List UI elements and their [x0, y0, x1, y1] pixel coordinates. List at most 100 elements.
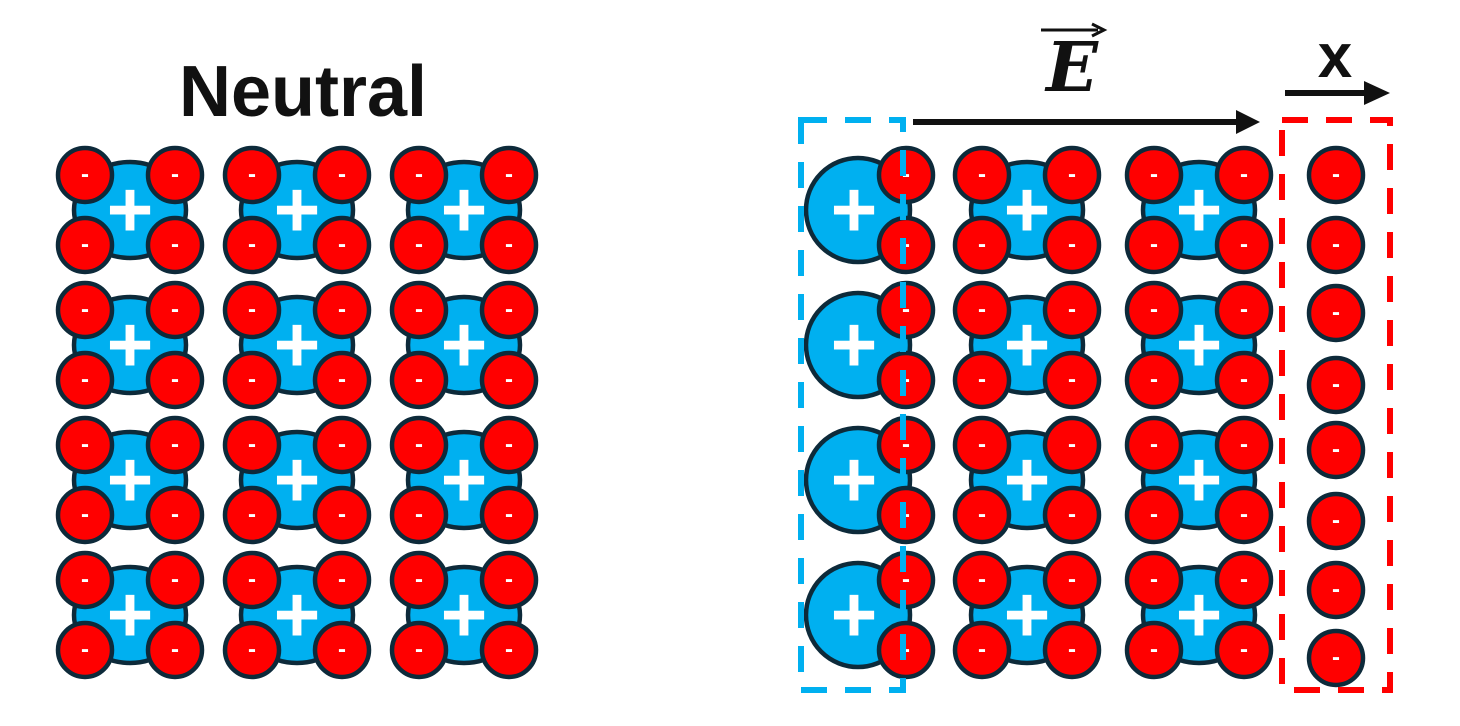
neutral-atom: +- - - - [952, 550, 1102, 680]
electron: - [1214, 280, 1274, 340]
minus-sign: - [415, 431, 423, 458]
electron: - [145, 145, 205, 205]
electron: - [55, 415, 115, 475]
neutral-atom: +- - - - [1124, 145, 1274, 275]
electron: - [1042, 415, 1102, 475]
electron-body [1306, 355, 1366, 415]
plus-sign: + [441, 300, 488, 389]
minus-sign: - [1240, 566, 1248, 593]
minus-sign: - [1332, 299, 1340, 326]
electron: - [312, 485, 372, 545]
electron-body [952, 415, 1012, 475]
neutral-atom: +- - - - [222, 280, 372, 410]
minus-sign: - [1332, 507, 1340, 534]
minus-sign: - [415, 636, 423, 663]
electron: - [55, 620, 115, 680]
minus-sign: - [1150, 566, 1158, 593]
neutral-atom: +- - - - [389, 415, 539, 545]
electron: - [222, 280, 282, 340]
minus-sign: - [902, 296, 910, 323]
electron-body [145, 485, 205, 545]
electron-body [312, 620, 372, 680]
electron: - [1124, 350, 1184, 410]
electron: - [312, 550, 372, 610]
plus-sign: + [1176, 570, 1223, 659]
electron-body [55, 215, 115, 275]
minus-sign: - [338, 161, 346, 188]
plus-sign: + [1176, 300, 1223, 389]
electron: - [55, 350, 115, 410]
electron-body [389, 550, 449, 610]
electron-body [1124, 415, 1184, 475]
electron: - [1124, 145, 1184, 205]
electron: - [55, 485, 115, 545]
neutral-atom: +- - - - [952, 145, 1102, 275]
electron: - [1214, 485, 1274, 545]
minus-sign: - [1068, 431, 1076, 458]
plus-sign: + [831, 435, 878, 524]
electron-body [952, 620, 1012, 680]
electron-body [222, 350, 282, 410]
electron: - [145, 485, 205, 545]
electron: - [1306, 215, 1366, 275]
minus-sign: - [338, 366, 346, 393]
minus-sign: - [1150, 296, 1158, 323]
minus-sign: - [1150, 501, 1158, 528]
electron-body [55, 620, 115, 680]
vector-bar-tip [1091, 22, 1108, 38]
minus-sign: - [505, 161, 513, 188]
electron-body [55, 485, 115, 545]
electron: - [1124, 215, 1184, 275]
electric-field-label: E [1046, 28, 1098, 108]
neutral-atom: +- - - - [55, 550, 205, 680]
minus-sign: - [171, 231, 179, 258]
overlay-layer [798, 22, 1393, 693]
minus-sign: - [902, 431, 910, 458]
electron-body [1042, 485, 1102, 545]
minus-sign: - [978, 636, 986, 663]
electron-body [389, 485, 449, 545]
electron: - [1306, 420, 1366, 480]
minus-sign: - [1332, 161, 1340, 188]
neutral-atom: +- - - - [952, 280, 1102, 410]
electron: - [1042, 350, 1102, 410]
electron-body [952, 350, 1012, 410]
electron-body [222, 415, 282, 475]
electron: - [1306, 628, 1366, 688]
minus-sign: - [1068, 501, 1076, 528]
electron: - [312, 145, 372, 205]
electron-body [952, 280, 1012, 340]
minus-sign: - [171, 161, 179, 188]
electron: - [312, 620, 372, 680]
minus-sign: - [1332, 371, 1340, 398]
electron: - [952, 550, 1012, 610]
electron-body [1042, 215, 1102, 275]
electron: - [145, 280, 205, 340]
minus-sign: - [1068, 566, 1076, 593]
neutral-lattice: +- -- - +- -- - +- -- -+- -- - +- -- - +- -- -+- -- - +- -- -… [55, 145, 539, 680]
electron-body [952, 485, 1012, 545]
neutral-atom: +- - - - [389, 145, 539, 275]
minus-sign: - [505, 296, 513, 323]
minus-sign: - [1068, 296, 1076, 323]
electron-body [312, 485, 372, 545]
electron-body [1306, 420, 1366, 480]
electron: - [1042, 485, 1102, 545]
electron: - [222, 550, 282, 610]
electron: - [952, 215, 1012, 275]
electron-body [1306, 560, 1366, 620]
electron-body [1124, 620, 1184, 680]
electron-body [1124, 485, 1184, 545]
electron-body [952, 215, 1012, 275]
plus-sign: + [1004, 165, 1051, 254]
minus-sign: - [978, 566, 986, 593]
electron-body [1214, 620, 1274, 680]
plus-sign: + [274, 300, 321, 389]
minus-sign: - [171, 366, 179, 393]
electron: - [389, 485, 449, 545]
minus-sign: - [1240, 636, 1248, 663]
plus-sign: + [831, 300, 878, 389]
electron: - [222, 620, 282, 680]
electron: - [55, 550, 115, 610]
minus-sign: - [505, 431, 513, 458]
